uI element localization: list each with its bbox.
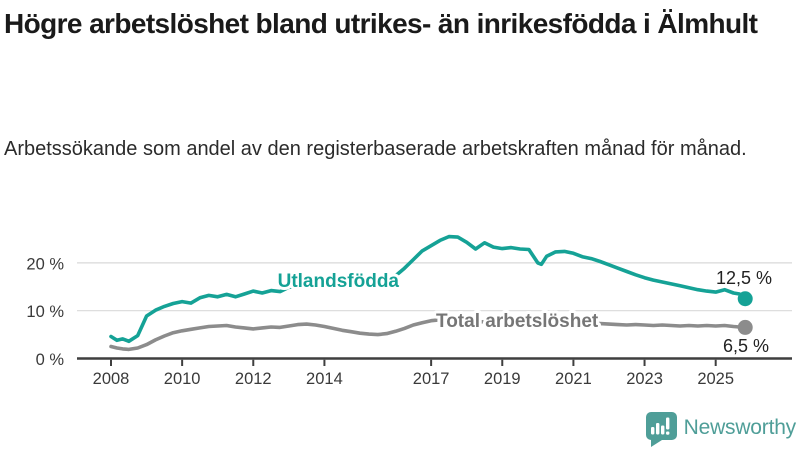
x-tick-label: 2008 (93, 370, 130, 388)
series-label-utlandsfodda: Utlandsfödda (278, 271, 400, 292)
end-value-label-total: 6,5 % (723, 336, 769, 356)
page-title: Högre arbetslöshet bland utrikes- än inr… (4, 8, 758, 39)
y-tick-label: 20 % (26, 255, 64, 273)
newsworthy-logo-icon (645, 412, 677, 447)
x-tick-label: 2023 (626, 370, 663, 388)
end-value-label-utlandsfodda: 12,5 % (716, 268, 772, 288)
x-tick-label: 2025 (697, 370, 734, 388)
x-tick-label: 2021 (555, 370, 592, 388)
x-tick-label: 2019 (484, 370, 521, 388)
end-dot-utlandsfodda (737, 291, 753, 307)
unemployment-line-chart: 2008 2010 2012 2014 2017 2019 2021 2023 2025 0 % 1… (26, 234, 792, 388)
series-label-total: Total arbetslöshet (436, 311, 599, 332)
series-line-utlandsfodda (109, 234, 748, 344)
y-tick-label: 10 % (26, 303, 64, 321)
chart-subtitle: Arbetssökande som andel av den registerb… (4, 138, 747, 160)
x-tick-label: 2014 (306, 370, 343, 388)
series-line-total (109, 314, 748, 352)
x-tick-label: 2017 (413, 370, 450, 388)
newsworthy-logo-text: Newsworthy (683, 416, 797, 439)
x-tick-label: 2012 (235, 370, 272, 388)
newsworthy-logo[interactable]: Newsworthy (645, 412, 796, 447)
x-tick-label: 2010 (164, 370, 201, 388)
y-tick-label: 0 % (36, 351, 65, 369)
end-dot-total (737, 319, 753, 335)
